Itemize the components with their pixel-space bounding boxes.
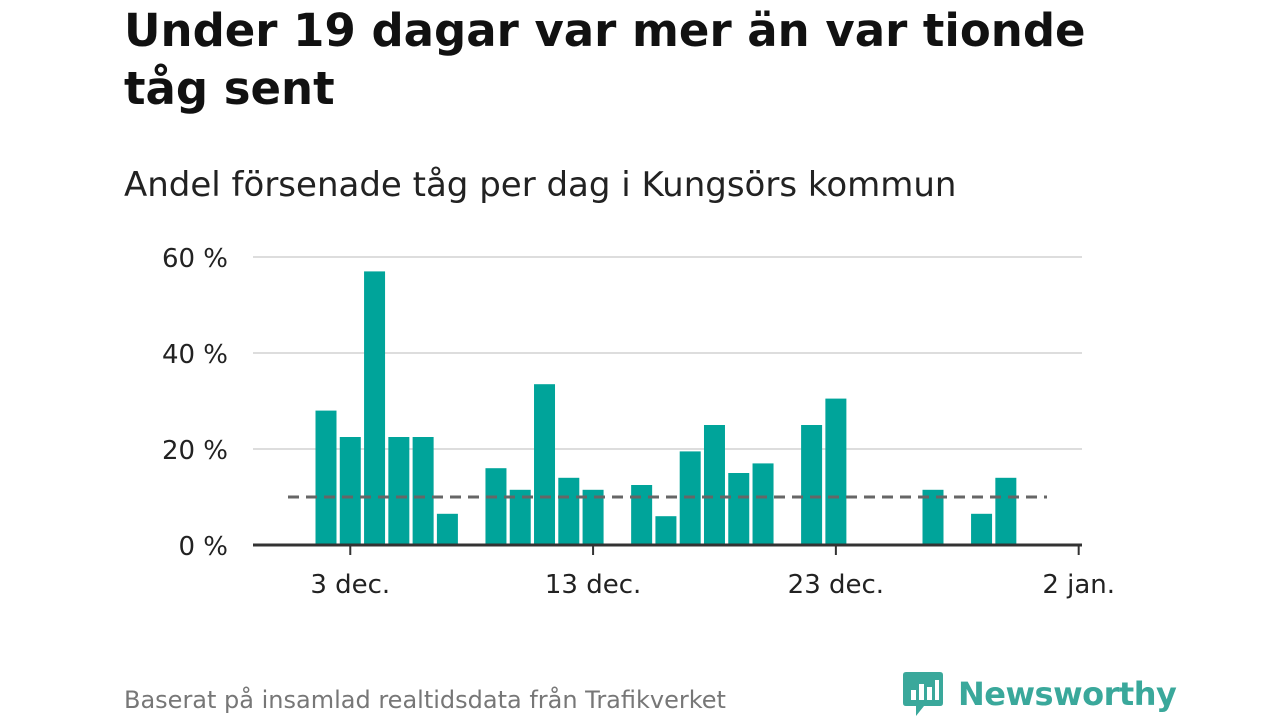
- bar: [558, 477, 580, 545]
- bar: [801, 425, 823, 545]
- y-tick-label: 20 %: [162, 436, 228, 466]
- bar: [509, 489, 531, 545]
- bar: [752, 463, 774, 545]
- bar: [388, 437, 410, 545]
- x-tick-label: 2 jan.: [1042, 570, 1115, 600]
- bar: [339, 437, 361, 545]
- chart-title: Under 19 dagar var mer än var tionde tåg…: [124, 4, 1086, 115]
- bar: [315, 410, 337, 545]
- x-tick-label: 23 dec.: [788, 570, 884, 600]
- bar: [655, 516, 677, 545]
- x-tick-label: 3 dec.: [310, 570, 390, 600]
- bar: [631, 485, 653, 545]
- bar: [412, 437, 434, 545]
- bar-chart: 0 % 20 % 40 % 60 % 3 dec. 13 dec. 23 dec. 2 jan…: [162, 244, 1115, 600]
- bar: [703, 425, 725, 545]
- bar: [995, 477, 1017, 545]
- y-tick-label: 60 %: [162, 244, 228, 274]
- y-tick-label: 0 %: [178, 532, 228, 562]
- bar: [364, 271, 386, 545]
- chart-subtitle: Andel försenade tåg per dag i Kungsörs k…: [124, 165, 957, 205]
- bar: [582, 489, 604, 545]
- bar: [825, 398, 847, 545]
- newsworthy-logo-icon: [903, 672, 943, 716]
- bar: [436, 513, 458, 545]
- x-tick-label: 13 dec.: [545, 570, 641, 600]
- bar: [922, 489, 944, 545]
- bar: [971, 513, 993, 545]
- bar: [534, 384, 556, 545]
- brand-logo: Newsworthy: [902, 670, 1177, 718]
- bar: [728, 473, 750, 545]
- y-tick-label: 40 %: [162, 340, 228, 370]
- bar: [485, 468, 507, 545]
- source-note: Baserat på insamlad realtidsdata från Tr…: [124, 686, 726, 714]
- brand-name: Newsworthy: [958, 675, 1177, 713]
